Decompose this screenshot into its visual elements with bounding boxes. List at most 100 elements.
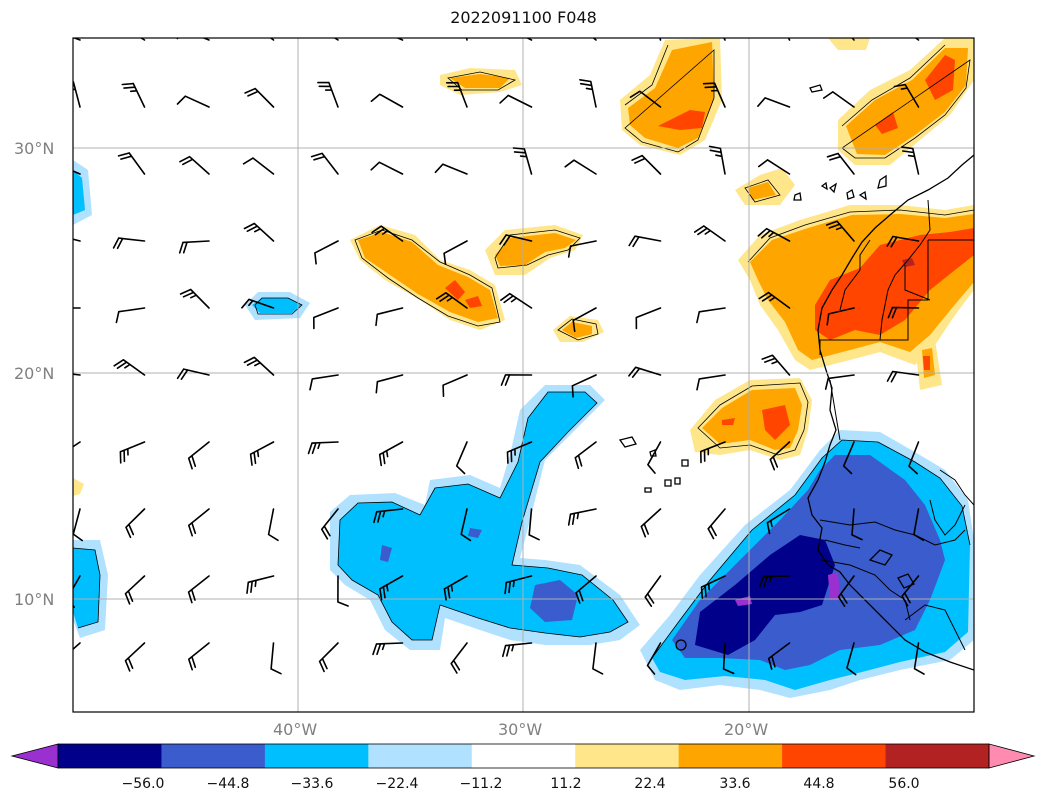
wind-barb — [73, 307, 81, 309]
wind-barb — [846, 642, 857, 676]
wind-barb — [574, 441, 597, 470]
wind-barb — [696, 307, 726, 324]
wind-barb — [572, 307, 597, 333]
wind-barb — [321, 508, 339, 540]
wind-barb — [176, 368, 210, 380]
lon-label-30w: 30°W — [498, 720, 543, 739]
colorbar-extend-min — [10, 743, 59, 769]
wind-barb — [372, 642, 404, 656]
wind-barb — [179, 155, 210, 175]
wind-barb — [693, 225, 726, 242]
wind-barb — [502, 642, 533, 658]
wind-barb — [317, 81, 339, 108]
coastlines — [618, 84, 974, 671]
wind-barb — [499, 94, 533, 108]
colorbar-label: 22.4 — [634, 776, 666, 792]
wind-barb — [759, 575, 791, 588]
wind-barb — [500, 292, 533, 309]
wind-barb — [242, 157, 275, 175]
wind-barb — [567, 508, 597, 526]
wind-barb — [337, 575, 349, 607]
wind-barb — [243, 356, 275, 376]
colorbar-label: 33.6 — [719, 776, 751, 792]
colorbar — [10, 743, 1036, 769]
wind-barb — [842, 441, 855, 475]
wind-barb — [913, 508, 925, 541]
wind-barb — [707, 508, 726, 540]
colorbar-segment — [58, 744, 162, 768]
wind-barb — [313, 307, 339, 330]
wind-barb — [901, 146, 920, 175]
wind-barb — [628, 366, 662, 378]
wind-barb — [244, 87, 275, 108]
contour-field — [73, 38, 974, 698]
wind-barb — [249, 441, 275, 466]
colorbar-label: −11.2 — [459, 776, 503, 792]
wind-barb — [73, 441, 81, 448]
wind-barb — [178, 240, 210, 254]
wind-barb — [113, 359, 146, 376]
wind-barb — [901, 575, 920, 607]
wind-barb — [121, 82, 146, 108]
wind-barb — [124, 642, 146, 672]
wind-barb — [647, 441, 662, 474]
wind-barb — [571, 374, 597, 398]
wind-barb — [757, 97, 791, 108]
wind-barb — [187, 441, 210, 470]
wind-barb — [73, 373, 81, 376]
wind-barb — [112, 237, 146, 250]
wind-barb — [824, 374, 855, 390]
map-frame — [72, 37, 975, 713]
wind-barb — [460, 508, 472, 542]
wind-barb — [434, 163, 468, 175]
wind-barb — [722, 642, 735, 675]
colorbar-segment — [885, 744, 990, 768]
wind-barb — [528, 508, 540, 541]
wind-barb — [179, 288, 210, 309]
wind-barb — [575, 575, 597, 604]
wind-barb — [307, 441, 339, 455]
wind-barb — [886, 370, 920, 383]
wind-barb — [270, 642, 282, 675]
wind-barb — [125, 508, 146, 539]
colorbar-segment — [782, 744, 887, 768]
wind-barb — [644, 575, 662, 607]
wind-barb — [913, 642, 925, 675]
wind-barb — [443, 575, 468, 601]
wind-barb — [592, 642, 604, 675]
positive-anomaly-strong — [445, 55, 974, 440]
colorbar-extend-max — [988, 743, 1036, 769]
wind-barb — [117, 152, 146, 175]
lon-label-40w: 40°W — [273, 720, 318, 739]
wind-barb — [314, 240, 339, 265]
colorbar-segment — [161, 744, 266, 768]
colorbar-label: −44.8 — [206, 776, 250, 792]
wind-barb — [187, 575, 210, 604]
wind-barb — [826, 307, 855, 326]
wind-barb — [702, 82, 726, 108]
wind-barb — [73, 642, 81, 651]
wind-barb — [375, 307, 404, 327]
wind-barb — [700, 441, 726, 464]
wind-barb — [769, 441, 791, 471]
wind-barb — [375, 374, 404, 394]
wind-barb — [176, 95, 210, 108]
wind-barb — [73, 170, 81, 175]
wind-barb — [893, 83, 920, 108]
colorbar-segment — [471, 744, 576, 768]
wind-barb — [309, 374, 339, 391]
wind-barb — [723, 38, 726, 41]
colorbar-label: −33.6 — [290, 776, 334, 792]
wind-barb — [567, 240, 597, 258]
grid-lines — [73, 38, 974, 712]
wind-barb — [635, 307, 662, 330]
colorbar-segment — [264, 744, 369, 768]
wind-barb — [435, 292, 468, 309]
lat-label-10n: 10°N — [14, 590, 55, 609]
wind-barb — [851, 508, 863, 541]
wind-barb — [241, 298, 275, 309]
wind-barb — [73, 81, 81, 108]
wind-barb — [851, 38, 855, 41]
wind-barb — [310, 152, 339, 175]
